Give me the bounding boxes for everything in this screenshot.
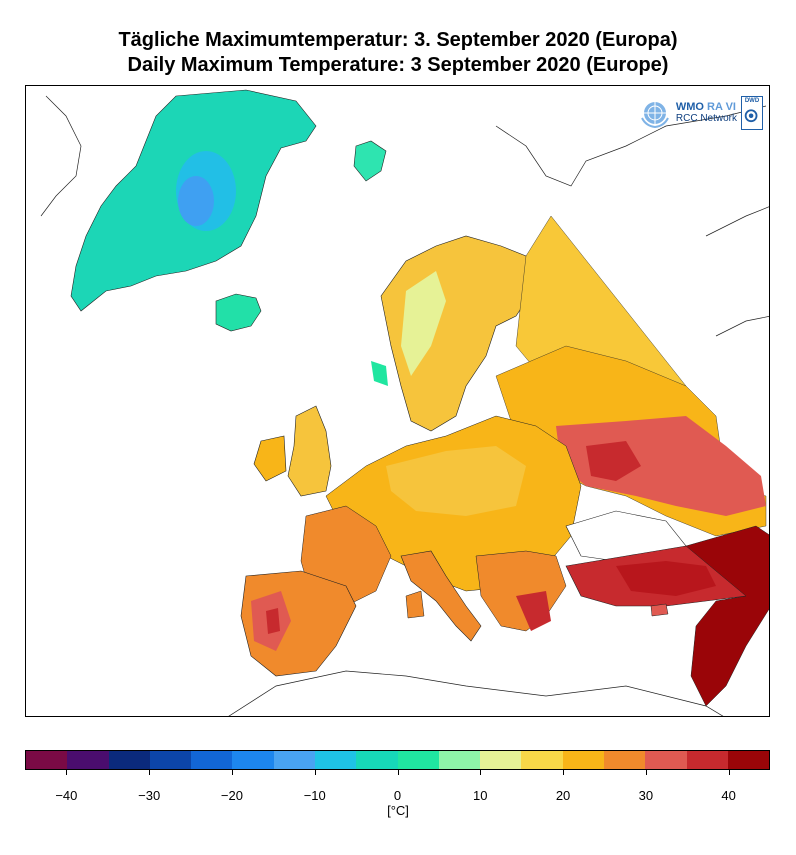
colorbar-swatch	[727, 751, 770, 769]
colorbar-swatch	[108, 751, 150, 769]
colorbar-swatch	[397, 751, 439, 769]
iceland-shape	[215, 293, 262, 332]
wmo-rcc-logo: WMO RA VI RCC Network DWD	[638, 96, 763, 130]
colorbar-swatch	[356, 751, 398, 769]
map-canvas	[40, 89, 769, 716]
colorbar-unit: [°C]	[387, 803, 409, 818]
colorbar-swatch	[521, 751, 563, 769]
colorbar-tick-label: 0	[393, 788, 402, 803]
colorbar-swatch	[273, 751, 315, 769]
colorbar-ticks	[25, 770, 770, 780]
logo-wmo-text: WMO	[675, 101, 708, 113]
un-globe-icon	[640, 102, 669, 129]
colorbar-swatch	[26, 751, 68, 769]
colorbar-swatch	[232, 751, 274, 769]
logo-wmo-line: WMO RA VI	[676, 101, 737, 113]
map-title-german: Tägliche Maximumtemperatur: 3. September…	[118, 29, 678, 51]
ireland-shape	[253, 435, 287, 482]
map-title-english: Daily Maximum Temperature: 3 September 2…	[127, 54, 669, 76]
logo-ravi-text: RA VI	[707, 101, 736, 113]
colorbar-tick-label: −30	[138, 788, 161, 803]
colorbar-tick-label: −20	[220, 788, 243, 803]
colorbar-swatch	[562, 751, 604, 769]
ukraine-hot-zone	[556, 416, 766, 516]
dwd-swirl-icon	[744, 109, 758, 123]
colorbar-tick-labels: −40 −30 −20 −10 0 10 20 30 40	[25, 788, 770, 804]
colorbar-tick-label: 40	[721, 788, 736, 803]
colorbar-tick	[66, 770, 68, 775]
colorbar-swatch	[645, 751, 687, 769]
temperature-colorbar	[25, 750, 770, 770]
colorbar-swatch	[149, 751, 192, 769]
colorbar-tick-label: 10	[473, 788, 488, 803]
middle-east-hot-zone	[685, 525, 769, 707]
north-africa-outline	[228, 670, 724, 716]
dwd-logo: DWD	[741, 96, 763, 130]
colorbar-tick-label: −40	[55, 788, 78, 803]
dwd-label: DWD	[744, 98, 760, 104]
italy-shape	[400, 550, 482, 642]
balkans-shape	[475, 550, 567, 632]
colorbar-swatch	[603, 751, 646, 769]
colorbar-swatch	[686, 751, 728, 769]
colorbar-tick	[397, 770, 399, 775]
colorbar-tick-label: 20	[555, 788, 571, 803]
colorbar-tick-label: 30	[638, 788, 654, 803]
colorbar-tick	[231, 770, 233, 775]
colorbar-tick	[480, 770, 482, 775]
colorbar-tick	[149, 770, 151, 775]
colorbar-tick	[645, 770, 647, 775]
colorbar-swatch	[314, 751, 357, 769]
logo-rcc-text: RCC Network	[675, 113, 737, 124]
colorbar-tick-label: −10	[303, 788, 326, 803]
colorbar-swatch	[438, 751, 481, 769]
temperature-map: WMO RA VI RCC Network DWD	[25, 85, 770, 717]
colorbar-tick	[563, 770, 565, 775]
colorbar-swatch	[67, 751, 109, 769]
colorbar-swatch	[480, 751, 522, 769]
colorbar-tick	[314, 770, 316, 775]
colorbar-tick	[728, 770, 730, 775]
great-britain-shape	[287, 405, 332, 497]
colorbar-swatch	[191, 751, 233, 769]
